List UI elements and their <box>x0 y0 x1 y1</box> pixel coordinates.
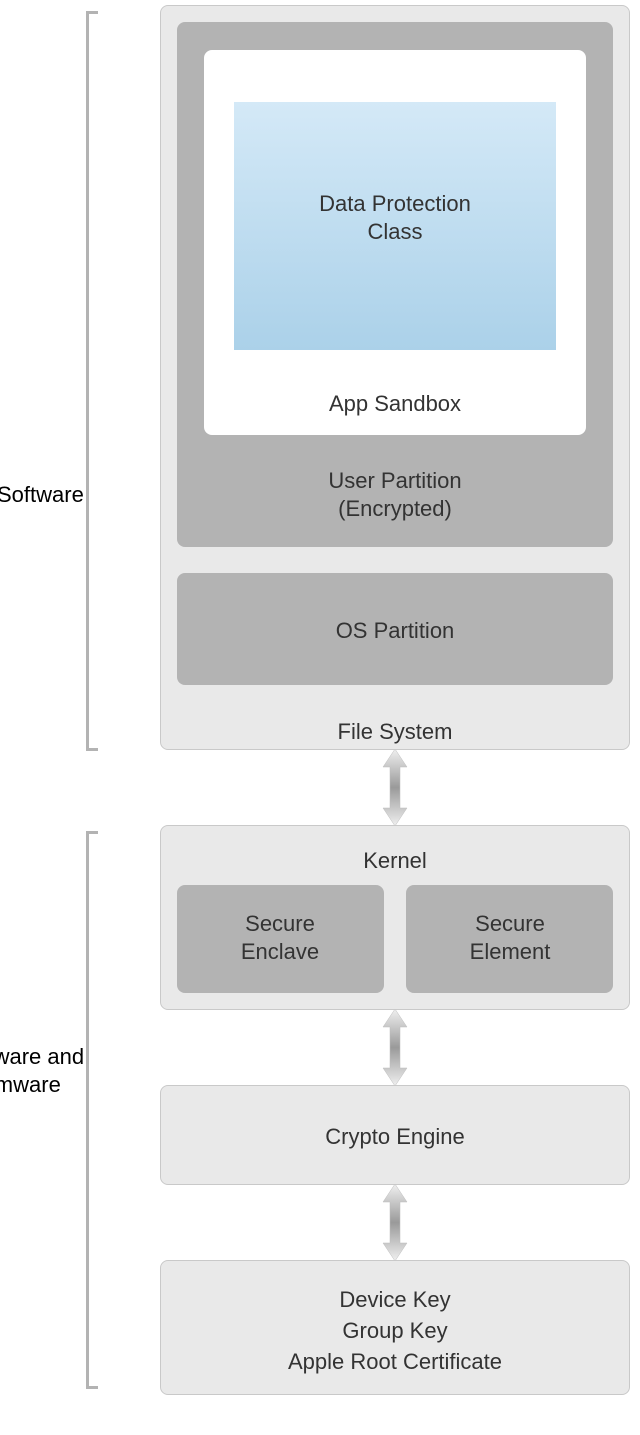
kernel-label: Kernel <box>340 847 450 875</box>
software-bracket <box>86 11 98 751</box>
secure-element-label: Secure Element <box>440 910 580 965</box>
file-system-label: File System <box>310 718 480 746</box>
security-architecture-diagram: Software Hardware and Firmware File Syst… <box>0 0 640 1435</box>
arrow-crypto-keys <box>380 1184 410 1261</box>
keys-label: Device Key Group Key Apple Root Certific… <box>270 1285 520 1377</box>
app-sandbox-label: App Sandbox <box>300 390 490 418</box>
arrow-filesystem-kernel <box>380 749 410 826</box>
arrow-kernel-crypto <box>380 1009 410 1086</box>
hardware-bracket-label: Hardware and Firmware <box>0 1043 95 1098</box>
os-partition-label: OS Partition <box>320 617 470 645</box>
crypto-engine-label: Crypto Engine <box>315 1123 475 1151</box>
secure-enclave-label: Secure Enclave <box>210 910 350 965</box>
hardware-bracket <box>86 831 98 1389</box>
user-partition-label: User Partition (Encrypted) <box>295 467 495 522</box>
software-bracket-label: Software <box>0 481 92 509</box>
data-protection-label: Data Protection Class <box>295 190 495 245</box>
